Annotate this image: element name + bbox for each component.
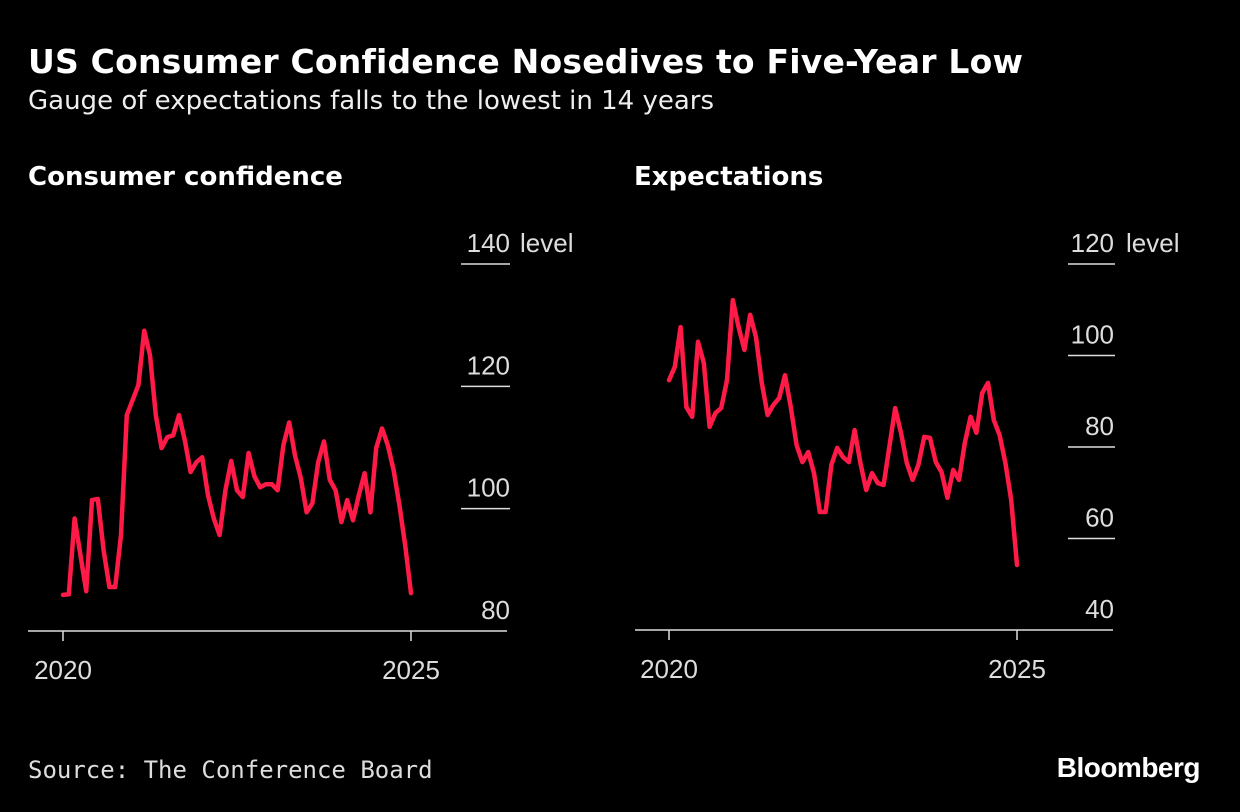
y-unit-label: level: [520, 228, 573, 258]
panel-title-consumer-confidence: Consumer confidence: [28, 162, 343, 192]
y-unit-label: level: [1126, 228, 1179, 258]
chart-subtitle: Gauge of expectations falls to the lowes…: [28, 86, 715, 116]
y-tick-label: 80: [1085, 411, 1114, 441]
panel-title-expectations: Expectations: [634, 162, 824, 192]
x-tick-label: 2025: [988, 654, 1046, 684]
source-note: Source: The Conference Board: [28, 756, 433, 784]
y-tick-label: 140: [467, 228, 510, 258]
y-tick-label: 60: [1085, 503, 1114, 533]
bloomberg-logo: Bloomberg: [1056, 752, 1201, 783]
x-tick-label: 2020: [34, 655, 92, 685]
y-tick-label: 80: [481, 595, 510, 625]
y-tick-label: 100: [1071, 320, 1114, 350]
y-tick-label: 120: [1071, 228, 1114, 258]
y-tick-label: 40: [1085, 594, 1114, 624]
series-line: [60, 328, 414, 598]
x-tick-label: 2020: [640, 654, 698, 684]
series-line: [666, 297, 1020, 568]
y-tick-label: 100: [467, 473, 510, 503]
chart-title: US Consumer Confidence Nosedives to Five…: [28, 42, 1024, 81]
x-tick-label: 2025: [382, 655, 440, 685]
y-tick-label: 120: [467, 350, 510, 380]
